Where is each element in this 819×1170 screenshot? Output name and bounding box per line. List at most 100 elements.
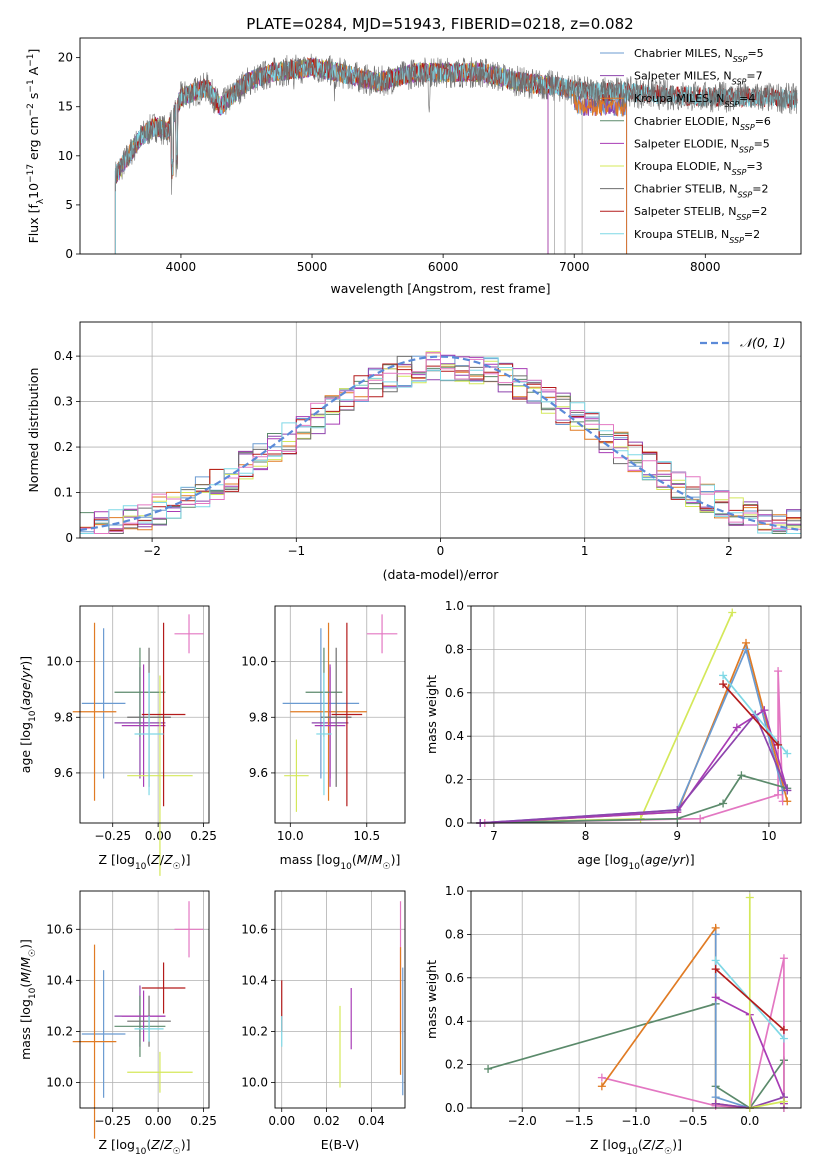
legend-text: Salpeter MILES, N — [634, 70, 732, 83]
y-tick-label: 0 — [65, 531, 73, 545]
mass-weight-line — [601, 925, 750, 1109]
y-tick-label: 10.6 — [46, 922, 73, 936]
label-part: yr — [671, 852, 685, 867]
label-part: ☉ — [664, 1147, 672, 1157]
y-tick-label: 10.6 — [241, 922, 268, 936]
residual-histogram — [80, 352, 801, 534]
legend-text: =3 — [746, 160, 762, 173]
x-tick-label: 10.0 — [277, 829, 304, 843]
label-part: / — [651, 1137, 656, 1152]
x-tick-label: 8000 — [690, 260, 721, 274]
legend-sub: SSP — [729, 235, 744, 244]
x-tick-label: 5000 — [297, 260, 328, 274]
y-tick-label: 0.2 — [445, 773, 464, 787]
axes-frame — [79, 890, 210, 1109]
y-tick-label: 10.2 — [241, 1024, 268, 1038]
y-tick-label: 1.0 — [445, 884, 464, 898]
x-axis-label: Z [log10(Z/Z☉)] — [98, 1137, 190, 1157]
legend-label: Kroupa STELIB, NSSP=2 — [634, 228, 760, 245]
y-axis-label: mass weight — [424, 675, 439, 754]
label-part: age [log — [18, 722, 33, 773]
label-part: Z — [150, 1137, 160, 1152]
y-tick-label: 0.4 — [445, 1014, 464, 1028]
label-part: )] — [18, 939, 33, 949]
x-tick-label: 7 — [490, 829, 498, 843]
label-part: ( — [352, 852, 357, 867]
label-part: Z — [642, 1137, 652, 1152]
x-tick-label: 1 — [581, 544, 589, 558]
y-tick-label: 0.2 — [445, 1058, 464, 1072]
mass-vs-extinction-panel: 0.00 0.02 0.04 10.0 10.2 10.4 10.6 E(B-V) — [241, 890, 406, 1152]
legend-text: Chabrier ELODIE, N — [634, 115, 740, 128]
legend-sub: SSP — [732, 77, 747, 86]
axes-frame — [470, 605, 802, 824]
label-part: Flux [f — [26, 204, 41, 244]
x-axis-label: Z [log10(Z/Z☉)] — [590, 1137, 682, 1157]
label-part: Z — [163, 852, 173, 867]
label-part: ☉ — [28, 949, 38, 957]
mass-weight-line — [715, 968, 785, 1031]
label-part: M — [18, 972, 33, 983]
legend-text: =6 — [755, 115, 771, 128]
legend-label: Salpeter STELIB, NSSP=2 — [634, 205, 767, 222]
mass-weight-line — [722, 683, 779, 746]
y-tick-label: 0.0 — [445, 816, 464, 830]
legend-text: =2 — [744, 228, 760, 241]
legend-label: Chabrier ELODIE, NSSP=6 — [634, 115, 771, 132]
label-part: M — [372, 852, 383, 867]
legend-text: =7 — [746, 70, 762, 83]
label-part: / — [18, 967, 33, 972]
spectrum-model-line — [114, 58, 549, 254]
label-part: ( — [640, 852, 645, 867]
mass-weight-line — [748, 897, 785, 1110]
legend-text: =2 — [751, 205, 767, 218]
label-part: −2 — [26, 103, 36, 116]
y-tick-label: 9.6 — [54, 766, 73, 780]
legend-sub: SSP — [740, 122, 755, 131]
x-tick-label: −2.0 — [508, 1114, 537, 1128]
y-tick-label: 9.6 — [249, 766, 268, 780]
y-tick-label: 0.8 — [445, 927, 464, 941]
y-tick-label: 10.0 — [46, 1075, 73, 1089]
x-axis-label: E(B-V) — [321, 1137, 360, 1152]
y-axis-label: Flux [fλ10−17 erg cm−2 s−1 A−1] — [26, 49, 46, 244]
axes-frame — [470, 890, 802, 1109]
y-tick-label: 0 — [65, 247, 73, 261]
x-tick-label: 0.25 — [190, 829, 217, 843]
y-tick-label: 5 — [65, 198, 73, 212]
legend-text: =4 — [739, 92, 755, 105]
label-part: ( — [638, 1137, 643, 1152]
label-part: 10 — [28, 987, 38, 999]
y-tick-label: 0.4 — [445, 729, 464, 743]
label-part: erg cm — [26, 116, 41, 164]
label-part: Z — [150, 852, 160, 867]
x-tick-label: 4000 — [166, 260, 197, 274]
y-axis-label: age [log10(age/yr)] — [18, 656, 38, 773]
x-axis-label: (data-model)/error — [383, 567, 500, 582]
x-tick-label: −2 — [143, 544, 161, 558]
label-part: )] — [181, 1137, 191, 1152]
y-tick-label: 0.2 — [54, 440, 73, 454]
label-part: age — [18, 682, 33, 706]
label-part: λ — [36, 198, 46, 204]
label-part: mass [log — [18, 999, 33, 1060]
x-tick-label: 0.02 — [313, 1114, 340, 1128]
label-part: M — [18, 957, 33, 968]
label-part: ( — [18, 706, 33, 711]
x-tick-label: 0.00 — [145, 829, 172, 843]
legend-text: =5 — [754, 137, 770, 150]
x-axis-label: Z [log10(Z/Z☉)] — [98, 852, 190, 872]
legend-text: Kroupa ELODIE, N — [634, 160, 732, 173]
label-part: )] — [391, 852, 401, 867]
label-part: )] — [672, 1137, 682, 1152]
label-part: / — [160, 1137, 165, 1152]
label-part: ] — [26, 49, 41, 54]
legend-label: Kroupa ELODIE, NSSP=3 — [634, 160, 763, 177]
label-part: 10 — [135, 862, 147, 872]
axes-frame — [79, 37, 802, 255]
label-part: mass [log — [280, 852, 341, 867]
